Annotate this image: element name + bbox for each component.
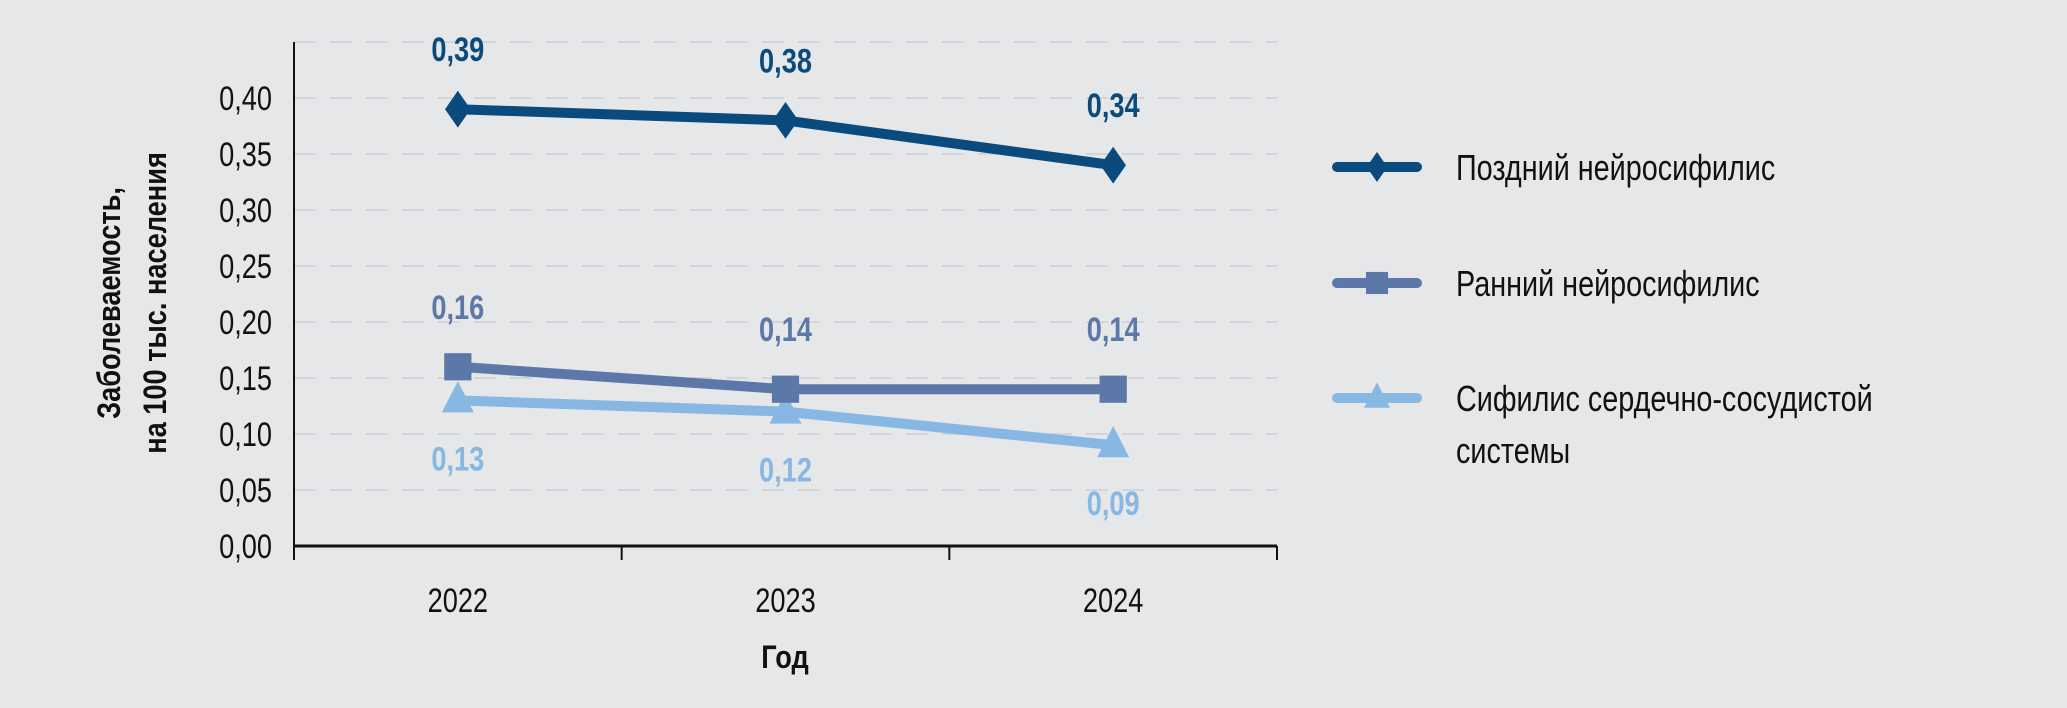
legend-item: Поздний нейросифилис: [1332, 147, 1775, 188]
y-axis-title-line-1: Заболеваемость,: [92, 187, 128, 419]
legend-item: Ранний нейросифилис: [1332, 263, 1760, 304]
data-label: 0,16: [431, 288, 484, 327]
x-tick-label: 2022: [428, 581, 488, 620]
y-axis-ticks: 0,00 0,05 0,10 0,15 0,20 0,25 0,30 0,35 0,40: [219, 79, 272, 566]
y-tick-label: 0,10: [219, 415, 272, 454]
y-axis-title: Заболеваемость, на 100 тыс. населения: [92, 152, 174, 454]
triangle-marker: [441, 381, 474, 413]
data-label: 0,09: [1087, 484, 1140, 523]
data-label: 0,34: [1087, 86, 1140, 125]
diamond-marker: [1366, 152, 1388, 182]
y-tick-label: 0,25: [219, 247, 272, 286]
y-tick-label: 0,20: [219, 303, 272, 342]
data-label: 0,13: [431, 439, 484, 478]
legend-item: Сифилис сердечно-сосудистой системы: [1332, 378, 1873, 471]
x-axis-title: Год: [761, 640, 809, 676]
y-tick-label: 0,00: [219, 527, 272, 566]
triangle-marker: [1364, 382, 1390, 408]
diamond-marker: [445, 90, 471, 128]
y-tick-label: 0,30: [219, 191, 272, 230]
data-label: 0,38: [759, 41, 812, 80]
triangle-marker: [1097, 426, 1130, 458]
y-tick-label: 0,15: [219, 359, 272, 398]
y-tick-label: 0,05: [219, 471, 272, 510]
y-tick-label: 0,35: [219, 135, 272, 174]
series-triangle: 0,13 0,12 0,09: [431, 381, 1140, 523]
legend-label: системы: [1456, 430, 1570, 471]
data-label: 0,39: [431, 30, 484, 69]
y-tick-label: 0,40: [219, 79, 272, 118]
square-marker: [771, 375, 800, 403]
legend-label: Ранний нейросифилис: [1456, 263, 1760, 304]
square-marker: [444, 353, 472, 381]
series-square: 0,16 0,14 0,14: [431, 288, 1140, 403]
x-axis: 2022 2023 2024: [293, 42, 1278, 620]
series-diamond: 0,39 0,38 0,34: [431, 30, 1140, 184]
x-tick-label: 2023: [755, 581, 815, 620]
square-marker: [1099, 375, 1127, 403]
triangle-marker: [769, 392, 802, 424]
data-label: 0,14: [1087, 310, 1140, 349]
diamond-marker: [772, 102, 799, 139]
legend-label: Сифилис сердечно-сосудистой: [1456, 378, 1873, 419]
data-label: 0,12: [759, 451, 812, 490]
y-axis-title-line-2: на 100 тыс. населения: [138, 152, 174, 454]
square-marker: [1365, 271, 1389, 295]
legend-label: Поздний нейросифилис: [1456, 147, 1775, 188]
diamond-marker: [1100, 146, 1126, 184]
series-group: 0,13 0,12 0,09 0,16 0,14 0,14 0,39 0,38 0,34: [431, 30, 1139, 523]
data-label: 0,14: [759, 310, 812, 349]
x-tick-label: 2024: [1083, 581, 1143, 620]
legend: Поздний нейросифилис Ранний нейросифилис С…: [1332, 147, 1873, 471]
